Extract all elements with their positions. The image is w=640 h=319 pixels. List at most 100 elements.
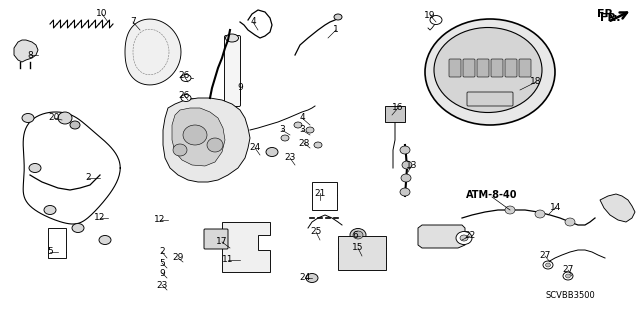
FancyBboxPatch shape <box>467 92 513 106</box>
Text: 13: 13 <box>406 160 418 169</box>
Ellipse shape <box>183 125 207 145</box>
Text: 4: 4 <box>250 18 256 26</box>
Text: 12: 12 <box>94 213 106 222</box>
Text: 1: 1 <box>333 26 339 34</box>
Ellipse shape <box>173 144 187 156</box>
Ellipse shape <box>430 16 442 25</box>
Ellipse shape <box>294 122 302 128</box>
Ellipse shape <box>401 174 411 182</box>
Text: 24: 24 <box>300 273 310 283</box>
Text: 5: 5 <box>159 258 165 268</box>
Ellipse shape <box>563 272 573 280</box>
Text: 5: 5 <box>47 248 53 256</box>
Ellipse shape <box>535 210 545 218</box>
Ellipse shape <box>460 235 468 241</box>
Text: 23: 23 <box>156 280 168 290</box>
Text: 27: 27 <box>540 251 550 261</box>
Text: 11: 11 <box>222 256 234 264</box>
FancyBboxPatch shape <box>505 59 517 77</box>
Ellipse shape <box>58 112 72 124</box>
Polygon shape <box>163 98 250 182</box>
Polygon shape <box>14 40 38 62</box>
Ellipse shape <box>543 261 553 269</box>
Ellipse shape <box>400 146 410 154</box>
Text: 10: 10 <box>96 10 108 19</box>
Text: 14: 14 <box>550 203 562 211</box>
Ellipse shape <box>402 161 412 169</box>
Text: ATM-8-40: ATM-8-40 <box>467 190 518 200</box>
FancyBboxPatch shape <box>48 228 66 258</box>
Text: 9: 9 <box>159 269 165 278</box>
Text: FR.: FR. <box>596 9 617 19</box>
Ellipse shape <box>566 274 570 278</box>
Text: 24: 24 <box>250 144 260 152</box>
Text: 21: 21 <box>314 189 326 197</box>
Text: 3: 3 <box>299 125 305 135</box>
Ellipse shape <box>44 205 56 214</box>
FancyBboxPatch shape <box>519 59 531 77</box>
Text: 20: 20 <box>48 114 60 122</box>
Text: 26: 26 <box>179 91 189 100</box>
Text: 8: 8 <box>27 50 33 60</box>
Text: 15: 15 <box>352 243 364 253</box>
Ellipse shape <box>207 138 223 152</box>
Text: 4: 4 <box>299 114 305 122</box>
Polygon shape <box>172 108 225 166</box>
Ellipse shape <box>281 135 289 141</box>
FancyBboxPatch shape <box>312 182 337 210</box>
Text: 16: 16 <box>392 103 404 113</box>
Text: 12: 12 <box>154 216 166 225</box>
Text: 27: 27 <box>563 265 573 275</box>
Ellipse shape <box>545 263 550 267</box>
Polygon shape <box>418 225 465 248</box>
Ellipse shape <box>425 19 555 125</box>
FancyBboxPatch shape <box>204 229 228 249</box>
Text: SCVBB3500: SCVBB3500 <box>545 291 595 300</box>
FancyBboxPatch shape <box>338 236 386 270</box>
FancyBboxPatch shape <box>477 59 489 77</box>
Ellipse shape <box>334 14 342 20</box>
Text: 17: 17 <box>216 238 228 247</box>
FancyBboxPatch shape <box>463 59 475 77</box>
Text: 28: 28 <box>298 138 310 147</box>
Polygon shape <box>222 222 270 272</box>
Ellipse shape <box>434 27 542 113</box>
Text: FR.: FR. <box>600 13 621 23</box>
Ellipse shape <box>505 206 515 214</box>
Text: 6: 6 <box>352 232 358 241</box>
Ellipse shape <box>353 231 363 239</box>
Polygon shape <box>125 19 181 85</box>
Text: 22: 22 <box>465 232 476 241</box>
Text: 25: 25 <box>310 227 322 236</box>
Ellipse shape <box>314 142 322 148</box>
Ellipse shape <box>350 228 366 241</box>
Text: 26: 26 <box>179 71 189 80</box>
Ellipse shape <box>266 147 278 157</box>
FancyBboxPatch shape <box>449 59 461 77</box>
Ellipse shape <box>306 273 318 283</box>
Ellipse shape <box>565 218 575 226</box>
FancyBboxPatch shape <box>491 59 503 77</box>
Text: 23: 23 <box>284 153 296 162</box>
Ellipse shape <box>22 114 34 122</box>
Ellipse shape <box>99 235 111 244</box>
Ellipse shape <box>400 188 410 196</box>
Text: 19: 19 <box>424 11 436 19</box>
Ellipse shape <box>456 232 472 244</box>
FancyBboxPatch shape <box>385 106 405 122</box>
Text: 18: 18 <box>531 78 541 86</box>
Ellipse shape <box>181 75 191 81</box>
Ellipse shape <box>70 121 80 129</box>
Text: 3: 3 <box>279 125 285 135</box>
Ellipse shape <box>225 34 239 42</box>
Ellipse shape <box>72 224 84 233</box>
Text: 9: 9 <box>237 84 243 93</box>
Ellipse shape <box>306 127 314 133</box>
Text: 2: 2 <box>85 174 91 182</box>
FancyBboxPatch shape <box>225 35 241 107</box>
Polygon shape <box>600 194 635 222</box>
Ellipse shape <box>29 164 41 173</box>
Text: 2: 2 <box>159 248 165 256</box>
Text: 7: 7 <box>130 18 136 26</box>
Ellipse shape <box>181 94 191 101</box>
